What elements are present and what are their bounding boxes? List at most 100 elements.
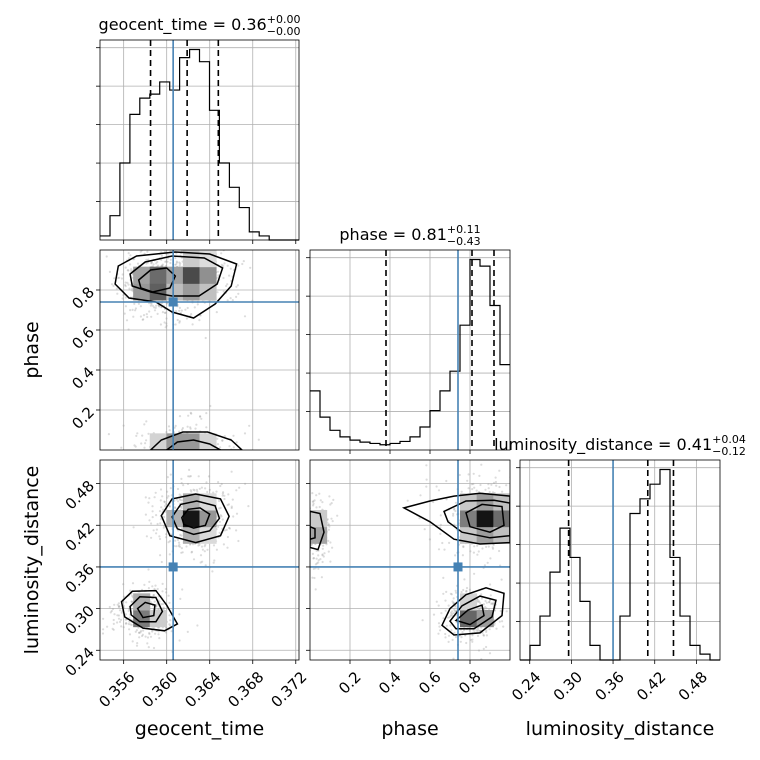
sample-point [491,602,494,605]
sample-point [517,484,519,486]
sample-point [470,483,473,486]
sample-point [495,484,498,487]
sample-point [141,634,144,638]
sample-point [328,525,331,528]
sample-point [162,526,165,529]
sample-point [303,559,305,561]
sample-point [492,481,496,484]
sample-point [146,235,148,237]
sample-point [300,531,302,533]
sample-point [447,634,451,637]
sample-point [223,529,226,532]
sample-point [165,533,168,536]
sample-point [180,482,183,485]
sample-point [113,277,116,280]
sample-point [131,287,134,290]
sample-point [180,547,183,550]
sample-point [315,557,318,560]
sample-point [428,538,431,541]
sample-point [138,631,141,634]
y-tick-label: 0.36 [62,560,98,596]
sample-point [127,252,130,255]
sample-point [152,594,155,597]
sample-point [210,453,212,455]
sample-point [198,543,201,546]
sample-point [174,256,177,260]
sample-point [327,550,330,553]
sample-point [159,323,162,326]
sample-point [178,543,181,546]
sample-point [184,453,186,455]
sample-point [306,537,308,539]
sample-point [161,264,164,267]
contour-1 [443,499,510,539]
sample-point [533,507,535,509]
sample-point [517,491,519,493]
sample-point [493,623,496,627]
y-axis-label-luminosity_distance: luminosity_distance [21,466,43,655]
sample-point [227,503,230,506]
sample-point [158,510,162,513]
sample-point [435,600,438,603]
sample-point [159,537,162,541]
sample-point [319,558,322,561]
sample-point [145,262,148,265]
sample-point [155,528,158,531]
truth-marker [453,562,463,572]
sample-point [487,483,490,486]
sample-point [120,625,123,628]
sample-point [189,475,192,478]
sample-point [175,455,177,457]
sample-point [130,269,133,273]
sample-point [140,442,143,445]
sample-point [184,453,186,455]
sample-point [194,427,197,430]
sample-point [189,427,192,430]
sample-point [183,453,185,455]
contour-2 [180,507,211,529]
sample-point [156,260,159,264]
sample-point [419,494,422,497]
sample-point [173,244,175,246]
sample-point [195,423,198,426]
sample-point [197,475,200,478]
sample-point [444,599,447,602]
sample-point [149,601,153,604]
sample-point [165,591,168,594]
sample-point [453,608,456,611]
sample-point [317,559,320,562]
sample-point [327,523,330,526]
sample-point [148,632,151,636]
sample-point [208,455,210,457]
sample-point [200,486,203,489]
sample-point [230,506,233,510]
x-tick-label: 0.356 [95,668,138,711]
density-cell [166,510,184,528]
sample-point [330,517,333,520]
sample-point [197,463,199,465]
sample-point [219,446,222,449]
panel-body [300,460,535,660]
sample-point [518,519,520,521]
sample-point [304,532,306,534]
sample-point [482,647,485,651]
sample-point [119,618,123,622]
sample-point [313,499,316,502]
sample-point [134,445,137,448]
contour-6 [449,595,497,630]
sample-point [477,490,481,494]
sample-point [180,534,183,537]
sample-point [473,486,476,489]
sample-point [150,262,153,265]
sample-point [108,270,111,273]
sample-point [451,638,454,642]
sample-point [175,252,178,255]
sample-point [491,546,494,549]
sample-point [216,245,218,247]
sample-point [177,500,180,503]
sample-point [521,500,523,502]
sample-point [228,246,230,248]
sample-point [225,284,228,288]
sample-point [204,336,207,340]
